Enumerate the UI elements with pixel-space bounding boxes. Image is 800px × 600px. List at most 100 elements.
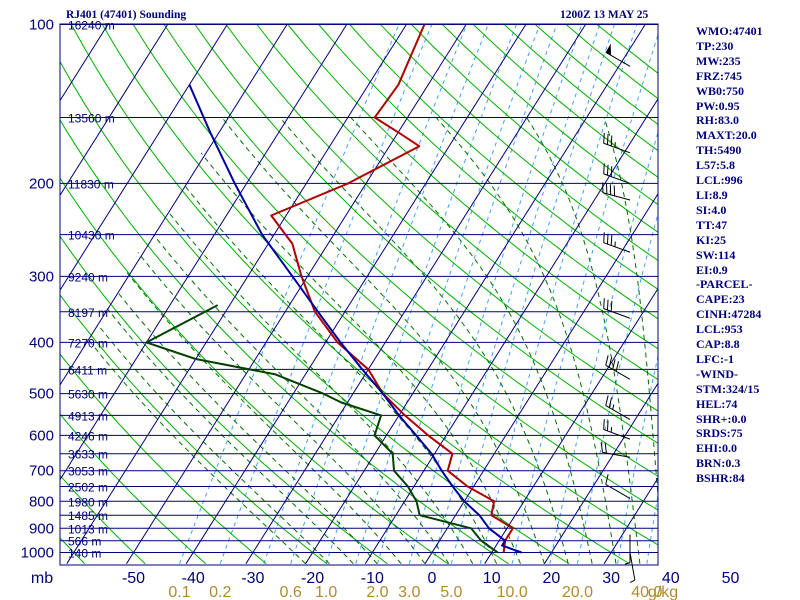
wind-barb-feather	[600, 441, 603, 453]
index-row: HEL:74	[696, 396, 738, 411]
isotherm	[185, 24, 527, 564]
mixing-ratio-label: 5.0	[440, 584, 462, 600]
wind-barb-feather	[603, 298, 605, 309]
wind-barb	[605, 43, 631, 67]
height-label: 9240 m	[68, 270, 108, 284]
height-label: 10430 m	[68, 229, 115, 243]
index-row: KI:25	[696, 232, 726, 247]
index-row: BSHR:84	[696, 471, 745, 486]
mixing-ratio-line	[432, 24, 601, 564]
mixing-ratio-label: g/kg	[648, 584, 678, 600]
pressure-tick-label: 200	[29, 175, 54, 192]
moist-adiabat	[603, 117, 658, 502]
sounding-trace	[270, 24, 514, 553]
index-row: SHR+:0.0	[696, 411, 747, 426]
index-row: CINH:47284	[696, 307, 762, 322]
dry-adiabat	[225, 24, 658, 412]
wind-barb	[629, 552, 636, 583]
index-row: L57:5.8	[696, 158, 735, 173]
index-row: MW:235	[696, 53, 741, 68]
index-row: TT:47	[696, 217, 728, 232]
mixing-ratio-line	[576, 211, 658, 564]
index-row: TP:230	[696, 38, 734, 53]
dry-adiabat	[60, 294, 328, 565]
index-row: TH:5490	[696, 143, 742, 158]
dry-adiabat	[70, 24, 630, 565]
wind-barb-feather	[612, 359, 616, 370]
wind-barb-shaft	[603, 429, 631, 440]
index-row: CAPE:23	[696, 292, 745, 307]
moist-adiabat	[221, 117, 545, 564]
mixing-ratio-line	[377, 24, 558, 564]
index-row: SI:4.0	[696, 202, 727, 217]
isotherm	[364, 98, 658, 564]
wind-barb-feather	[606, 164, 609, 176]
temperature-tick-label: 0	[428, 570, 437, 587]
isotherm	[60, 24, 228, 292]
moist-adiabat	[116, 290, 378, 565]
index-row: RH:83.0	[696, 113, 739, 128]
height-label: 3633 m	[68, 448, 108, 462]
wind-barb-shaft	[602, 451, 631, 458]
isotherm	[424, 192, 658, 564]
mixing-ratio-label: 40.0	[631, 584, 662, 600]
wind-barb-feather	[606, 299, 609, 311]
dry-adiabat	[163, 24, 658, 477]
dry-adiabat	[60, 353, 267, 565]
dry-adiabat	[60, 413, 207, 565]
isotherm	[0, 25, 48, 564]
pressure-tick-label: 900	[29, 520, 54, 537]
wind-barb-shaft	[605, 51, 631, 67]
index-row: PW:0.95	[696, 98, 740, 113]
moist-adiabat	[182, 183, 498, 564]
dry-adiabat	[287, 24, 658, 350]
plot-area	[0, 24, 658, 565]
mixing-ratio-label: 1.0	[315, 584, 337, 600]
dry-adiabat	[349, 24, 658, 290]
isotherm	[245, 24, 586, 564]
station-title: RJ401 (47401) Sounding	[66, 9, 187, 21]
moist-adiabat	[526, 117, 641, 564]
moist-adiabat	[126, 272, 402, 565]
index-row: FRZ:745	[696, 68, 742, 83]
height-label: 1485 m	[68, 509, 108, 523]
sounding-trace	[188, 84, 522, 554]
wind-barb	[624, 534, 631, 565]
height-label: 3053 m	[68, 465, 108, 479]
height-label: 1980 m	[68, 495, 108, 509]
dry-adiabat	[132, 24, 658, 511]
height-label: 11830 m	[68, 177, 114, 191]
wind-barb-shaft	[602, 192, 631, 201]
temperature-tick-label: mb	[31, 570, 53, 587]
dry-adiabat	[60, 119, 509, 565]
wind-barb-feather	[603, 163, 605, 174]
pressure-tick-label: 1000	[21, 545, 54, 562]
wind-barb-feather	[606, 233, 609, 245]
pressure-tick-label: 600	[29, 427, 54, 444]
wind-barb-feather	[605, 395, 609, 406]
wind-barb-feather	[615, 361, 620, 372]
mixing-ratio-label: 0.1	[168, 584, 190, 600]
moist-adiabat	[97, 324, 330, 565]
moist-adiabat	[200, 152, 521, 564]
dry-adiabat	[60, 60, 570, 565]
moist-adiabat	[166, 210, 474, 564]
index-row: EHI:0.0	[696, 441, 738, 456]
temperature-tick-label: -50	[122, 570, 145, 587]
mixing-ratio-line	[219, 24, 433, 564]
wind-barb-feather	[610, 166, 613, 177]
wind-barb-feather	[610, 234, 613, 246]
sounding-trace	[145, 304, 499, 554]
index-row: LCL:996	[696, 173, 743, 188]
wind-barb	[603, 419, 631, 440]
wind-barb-shaft	[603, 242, 631, 253]
isotherm	[305, 24, 646, 564]
temperature-tick-label: -20	[301, 570, 324, 587]
mixing-ratio-line	[355, 24, 541, 564]
mixing-ratio-line	[325, 24, 517, 564]
wind-barb-shaft	[605, 405, 631, 420]
temperature-tick-label: -10	[361, 570, 384, 587]
height-label: 7270 m	[68, 336, 108, 350]
index-row: SRDS:75	[696, 426, 743, 441]
wind-barb-feather	[603, 419, 605, 430]
